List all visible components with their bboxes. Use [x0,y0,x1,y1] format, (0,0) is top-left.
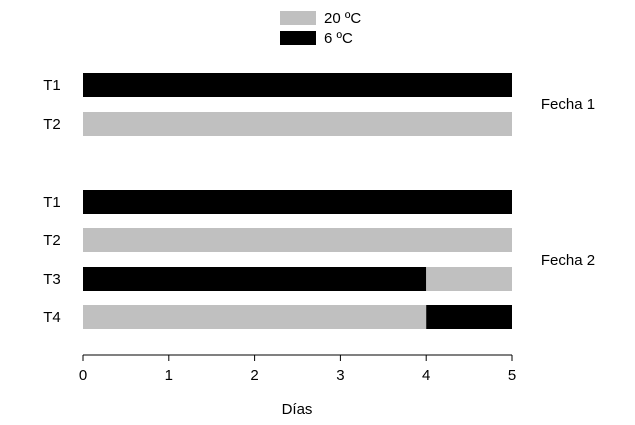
bar-2-t4-seg-0 [83,305,427,329]
x-tick-label-3: 3 [336,367,344,384]
legend-label-1: 6 ºC [324,30,353,47]
x-tick-label-0: 0 [79,367,87,384]
row-label-2-t3: T3 [43,271,61,288]
group-label-1: Fecha 1 [541,96,595,113]
x-tick-label-4: 4 [422,367,430,384]
x-tick-label-5: 5 [508,367,516,384]
row-label-2-t1: T1 [43,194,61,211]
x-axis-title: Días [282,401,313,418]
bar-2-t3-seg-0 [83,267,427,291]
bar-2-t4-seg-1 [426,305,512,329]
bar-2-t1-seg-0 [83,190,512,214]
bar-1-t1-seg-0 [83,73,512,97]
group-labels: Fecha 1 Fecha 2 [541,96,595,269]
x-tick-label-1: 1 [165,367,173,384]
group-label-2: Fecha 2 [541,252,595,269]
row-label-1-t2: T2 [43,116,61,133]
bar-1-t2-seg-0 [83,112,512,136]
legend-swatch-1 [280,31,316,45]
legend-label-0: 20 ºC [324,10,361,27]
x-tick-label-2: 2 [250,367,258,384]
row-label-1-t1: T1 [43,77,61,94]
bar-2-t3-seg-1 [426,267,512,291]
bars [83,73,512,329]
bar-2-t2-seg-0 [83,228,512,252]
row-label-2-t2: T2 [43,232,61,249]
legend: 20 ºC 6 ºC [280,10,361,47]
row-label-2-t4: T4 [43,309,61,326]
row-labels: T1 T2 T1 T2 T3 T4 [43,77,61,326]
legend-swatch-0 [280,11,316,25]
x-axis: 0 1 2 3 4 5 [79,354,516,384]
